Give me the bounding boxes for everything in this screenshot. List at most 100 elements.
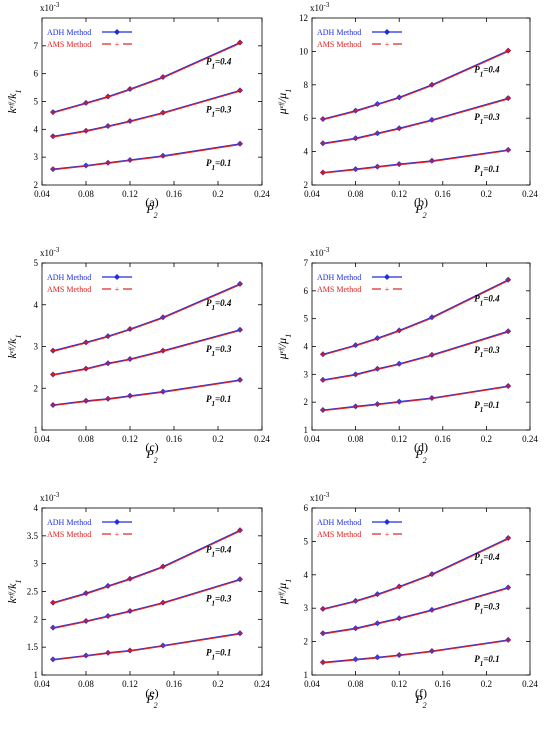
data-point-ams [320,630,326,636]
series-line-ams [323,50,510,121]
data-point-ams [105,650,111,656]
data-point-ams [83,163,89,169]
series-line-ams [323,149,509,174]
data-point-ams [429,648,435,654]
series-annotation: P1=0.4 [474,552,500,566]
x-tick-label: 0.24 [522,679,538,689]
x-tick-label: 0.24 [254,189,270,199]
legend-label-ams: AMS Method [317,40,361,49]
data-point-ams [50,133,56,139]
legend-marker-adh [114,29,120,35]
data-point-ams [396,361,402,367]
legend-label-adh: ADH Method [317,28,361,37]
series-line-adh [52,529,241,604]
data-point-ams [396,161,402,167]
series-annotation: P1=0.1 [206,158,231,172]
y-axis-exponent: x10-3 [310,1,330,13]
x-tick-label: 0.12 [391,679,407,689]
series-line-ams [53,633,241,661]
series-line-ams [323,639,509,664]
legend-label-ams: AMS Method [317,285,361,294]
data-point-ams [50,109,56,115]
series-line-ams [323,279,510,356]
x-tick-label: 0.04 [34,434,50,444]
y-tick-label: 12 [299,13,308,23]
y-tick-label: 4 [304,342,309,352]
x-tick-label: 0.12 [122,189,138,199]
data-point-ams [374,654,380,660]
y-tick-label: 2 [304,180,309,190]
series-annotation: P1=0.3 [474,345,500,359]
x-tick-label: 0.2 [481,434,492,444]
legend-label-adh: ADH Method [317,273,361,282]
data-point-ams [396,399,402,405]
legend-marker-ams: + [115,40,120,49]
y-tick-label: 5 [304,536,309,546]
x-axis-label: P2 [145,447,157,465]
series-line-adh [52,41,241,113]
series-line-adh [52,89,241,137]
y-tick-label: 5 [34,258,39,268]
data-point-ams [83,339,89,345]
legend-marker-adh [384,519,390,525]
series-annotation: P1=0.3 [206,104,232,118]
x-tick-label: 0.24 [254,434,270,444]
series-annotation: P1=0.4 [206,56,232,70]
data-point-ams [353,108,359,114]
y-tick-label: 5 [304,314,309,324]
data-point-ams [127,157,133,163]
data-point-ams [353,403,359,409]
x-tick-label: 0.24 [522,434,538,444]
series-line-adh [52,379,241,406]
legend-marker-adh [384,274,390,280]
series-line-ams [53,379,241,407]
y-tick-label: 6 [34,69,39,79]
series-annotation: P1=0.1 [474,164,499,178]
data-point-ams [105,93,111,99]
y-axis-label: keff/k1 [5,580,23,604]
data-point-ams [160,563,166,569]
x-tick-label: 0.08 [78,434,94,444]
data-point-ams [127,393,133,399]
y-tick-label: 1 [304,425,309,435]
data-point-ams [105,333,111,339]
data-point-ams [237,39,243,45]
y-tick-label: 1 [34,425,39,435]
y-tick-label: 3.5 [27,531,39,541]
data-point-ams [396,94,402,100]
data-point-ams [237,630,243,636]
series-line-ams [53,530,241,604]
legend-marker-ams: + [385,530,390,539]
y-tick-label: 7 [34,41,39,51]
data-point-ams [505,48,511,54]
data-point-ams [105,360,111,366]
data-point-ams [83,366,89,372]
data-point-ams [396,652,402,658]
data-point-ams [374,101,380,107]
series-line-adh [52,329,241,376]
data-point-ams [396,327,402,333]
y-tick-label: 1 [34,670,39,680]
x-tick-label: 0.08 [348,434,364,444]
series-line-ams [53,90,241,138]
series-line-adh [52,143,241,170]
x-tick-label: 0.24 [254,679,270,689]
series-line-adh [322,97,509,144]
panel-label: (e) [145,686,158,700]
x-tick-label: 0.16 [435,434,451,444]
data-point-ams [505,637,511,643]
legend-label-adh: ADH Method [47,273,91,282]
x-axis-label: P2 [145,202,157,220]
x-tick-label: 0.2 [212,189,223,199]
y-tick-label: 2 [304,637,309,647]
legend-label-ams: AMS Method [47,530,91,539]
series-annotation: P1=0.3 [206,593,232,607]
data-point-ams [127,356,133,362]
data-point-ams [83,100,89,106]
data-point-ams [320,116,326,122]
x-tick-label: 0.2 [481,679,492,689]
x-tick-label: 0.04 [304,679,320,689]
data-point-ams [374,366,380,372]
